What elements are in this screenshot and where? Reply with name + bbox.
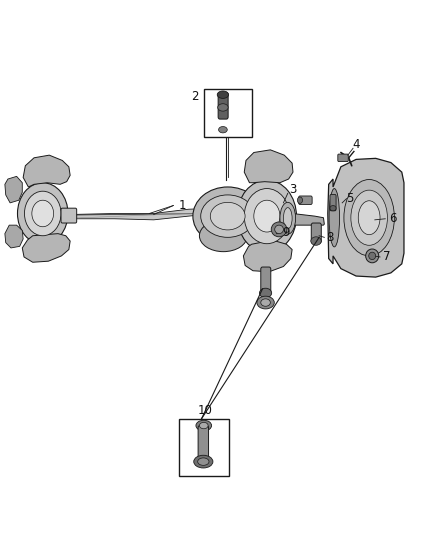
FancyBboxPatch shape: [311, 223, 321, 243]
FancyBboxPatch shape: [338, 154, 348, 161]
Ellipse shape: [280, 203, 296, 234]
FancyBboxPatch shape: [179, 419, 229, 476]
Polygon shape: [284, 207, 324, 229]
FancyBboxPatch shape: [299, 196, 312, 205]
Text: 7: 7: [383, 251, 390, 263]
FancyBboxPatch shape: [218, 93, 228, 119]
Text: 1: 1: [178, 199, 186, 212]
Circle shape: [18, 183, 68, 244]
Polygon shape: [23, 155, 70, 187]
Ellipse shape: [201, 195, 254, 237]
Ellipse shape: [217, 91, 229, 99]
Ellipse shape: [199, 220, 247, 252]
Circle shape: [244, 189, 290, 244]
Ellipse shape: [344, 180, 394, 256]
Text: 9: 9: [283, 225, 290, 239]
Ellipse shape: [283, 208, 292, 229]
Ellipse shape: [275, 225, 283, 233]
Polygon shape: [244, 150, 293, 183]
Ellipse shape: [351, 190, 388, 245]
Ellipse shape: [196, 420, 212, 431]
FancyBboxPatch shape: [330, 195, 336, 211]
Text: 8: 8: [326, 231, 334, 244]
Ellipse shape: [193, 187, 262, 245]
Circle shape: [237, 180, 297, 252]
Ellipse shape: [199, 422, 208, 429]
Ellipse shape: [261, 299, 270, 306]
Polygon shape: [5, 176, 22, 203]
Polygon shape: [5, 225, 23, 248]
Ellipse shape: [358, 201, 380, 235]
Ellipse shape: [198, 458, 209, 465]
Ellipse shape: [219, 126, 227, 133]
Ellipse shape: [210, 203, 245, 230]
Ellipse shape: [330, 206, 336, 211]
FancyBboxPatch shape: [61, 208, 77, 223]
Circle shape: [254, 200, 280, 232]
Ellipse shape: [311, 237, 321, 245]
Circle shape: [32, 200, 53, 227]
Ellipse shape: [218, 104, 228, 111]
Text: 10: 10: [198, 404, 212, 417]
Ellipse shape: [329, 189, 339, 247]
Ellipse shape: [259, 288, 272, 298]
FancyBboxPatch shape: [261, 267, 271, 293]
Ellipse shape: [257, 296, 274, 309]
Ellipse shape: [366, 249, 379, 263]
Polygon shape: [22, 233, 70, 262]
Polygon shape: [244, 241, 292, 272]
Ellipse shape: [194, 455, 213, 468]
Polygon shape: [69, 208, 215, 220]
Text: 2: 2: [191, 90, 199, 103]
FancyBboxPatch shape: [198, 425, 208, 461]
Circle shape: [297, 197, 303, 204]
Circle shape: [25, 191, 61, 236]
Ellipse shape: [271, 222, 287, 237]
Polygon shape: [328, 158, 404, 277]
Text: 5: 5: [346, 192, 353, 205]
Ellipse shape: [369, 252, 376, 260]
Text: 4: 4: [352, 138, 360, 151]
FancyBboxPatch shape: [204, 89, 252, 136]
Text: 6: 6: [389, 212, 397, 225]
Text: 3: 3: [290, 183, 297, 196]
